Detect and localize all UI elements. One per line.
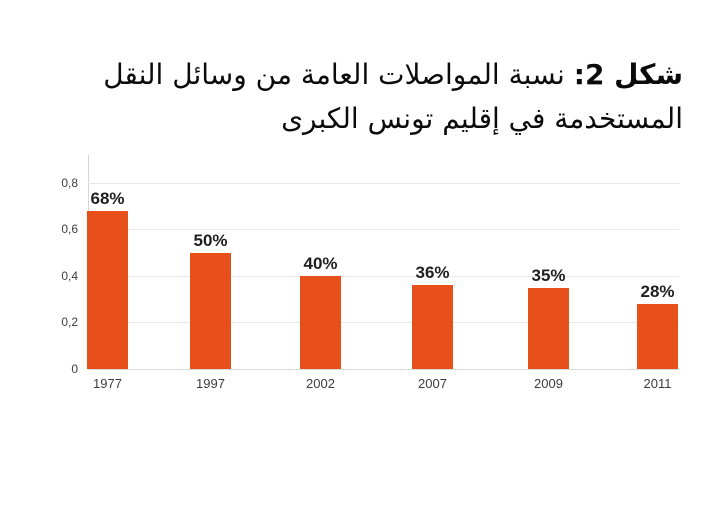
bar-value-label: 28%: [640, 282, 675, 301]
gridline: [88, 229, 679, 230]
bar-1997: [190, 253, 231, 369]
gridline: [88, 322, 679, 323]
chart-title-prefix: شكل 2:: [573, 58, 683, 91]
x-axis-category-label: 2007: [418, 376, 447, 391]
bar-2009: [528, 288, 569, 369]
x-axis-category-label: 2002: [306, 376, 335, 391]
y-axis-tick-label: 0,4: [61, 269, 78, 283]
bar-1977: [87, 211, 128, 369]
x-axis-baseline: [88, 369, 679, 370]
bar-value-label: 35%: [531, 266, 566, 285]
bar-2007: [412, 285, 453, 369]
x-axis-category-label: 1997: [196, 376, 225, 391]
bar-value-label: 36%: [415, 263, 450, 282]
y-axis-tick-label: 0,6: [61, 222, 78, 236]
x-axis-category-label: 2009: [534, 376, 563, 391]
bar-value-label: 40%: [303, 254, 338, 273]
bar-2011: [637, 304, 678, 369]
chart-title-line-2: المستخدمة في إقليم تونس الكبرى: [281, 102, 683, 135]
chart-title-line-1: شكل 2: نسبة المواصلات العامة من وسائل ال…: [103, 53, 683, 97]
chart-title: شكل 2: نسبة المواصلات العامة من وسائل ال…: [103, 53, 683, 141]
y-axis-tick-label: 0: [71, 362, 78, 376]
x-axis-category-label: 2011: [643, 376, 672, 391]
bar-value-label: 50%: [193, 231, 228, 250]
x-axis-category-label: 1977: [93, 376, 122, 391]
y-axis-tick-label: 0,2: [61, 315, 78, 329]
bar-value-label: 68%: [90, 189, 125, 208]
y-axis-tick-label: 0,8: [61, 176, 78, 190]
chart-title-text: نسبة المواصلات العامة من وسائل النقل: [103, 58, 565, 91]
gridline: [88, 276, 679, 277]
gridline: [88, 183, 679, 184]
bar-2002: [300, 276, 341, 369]
